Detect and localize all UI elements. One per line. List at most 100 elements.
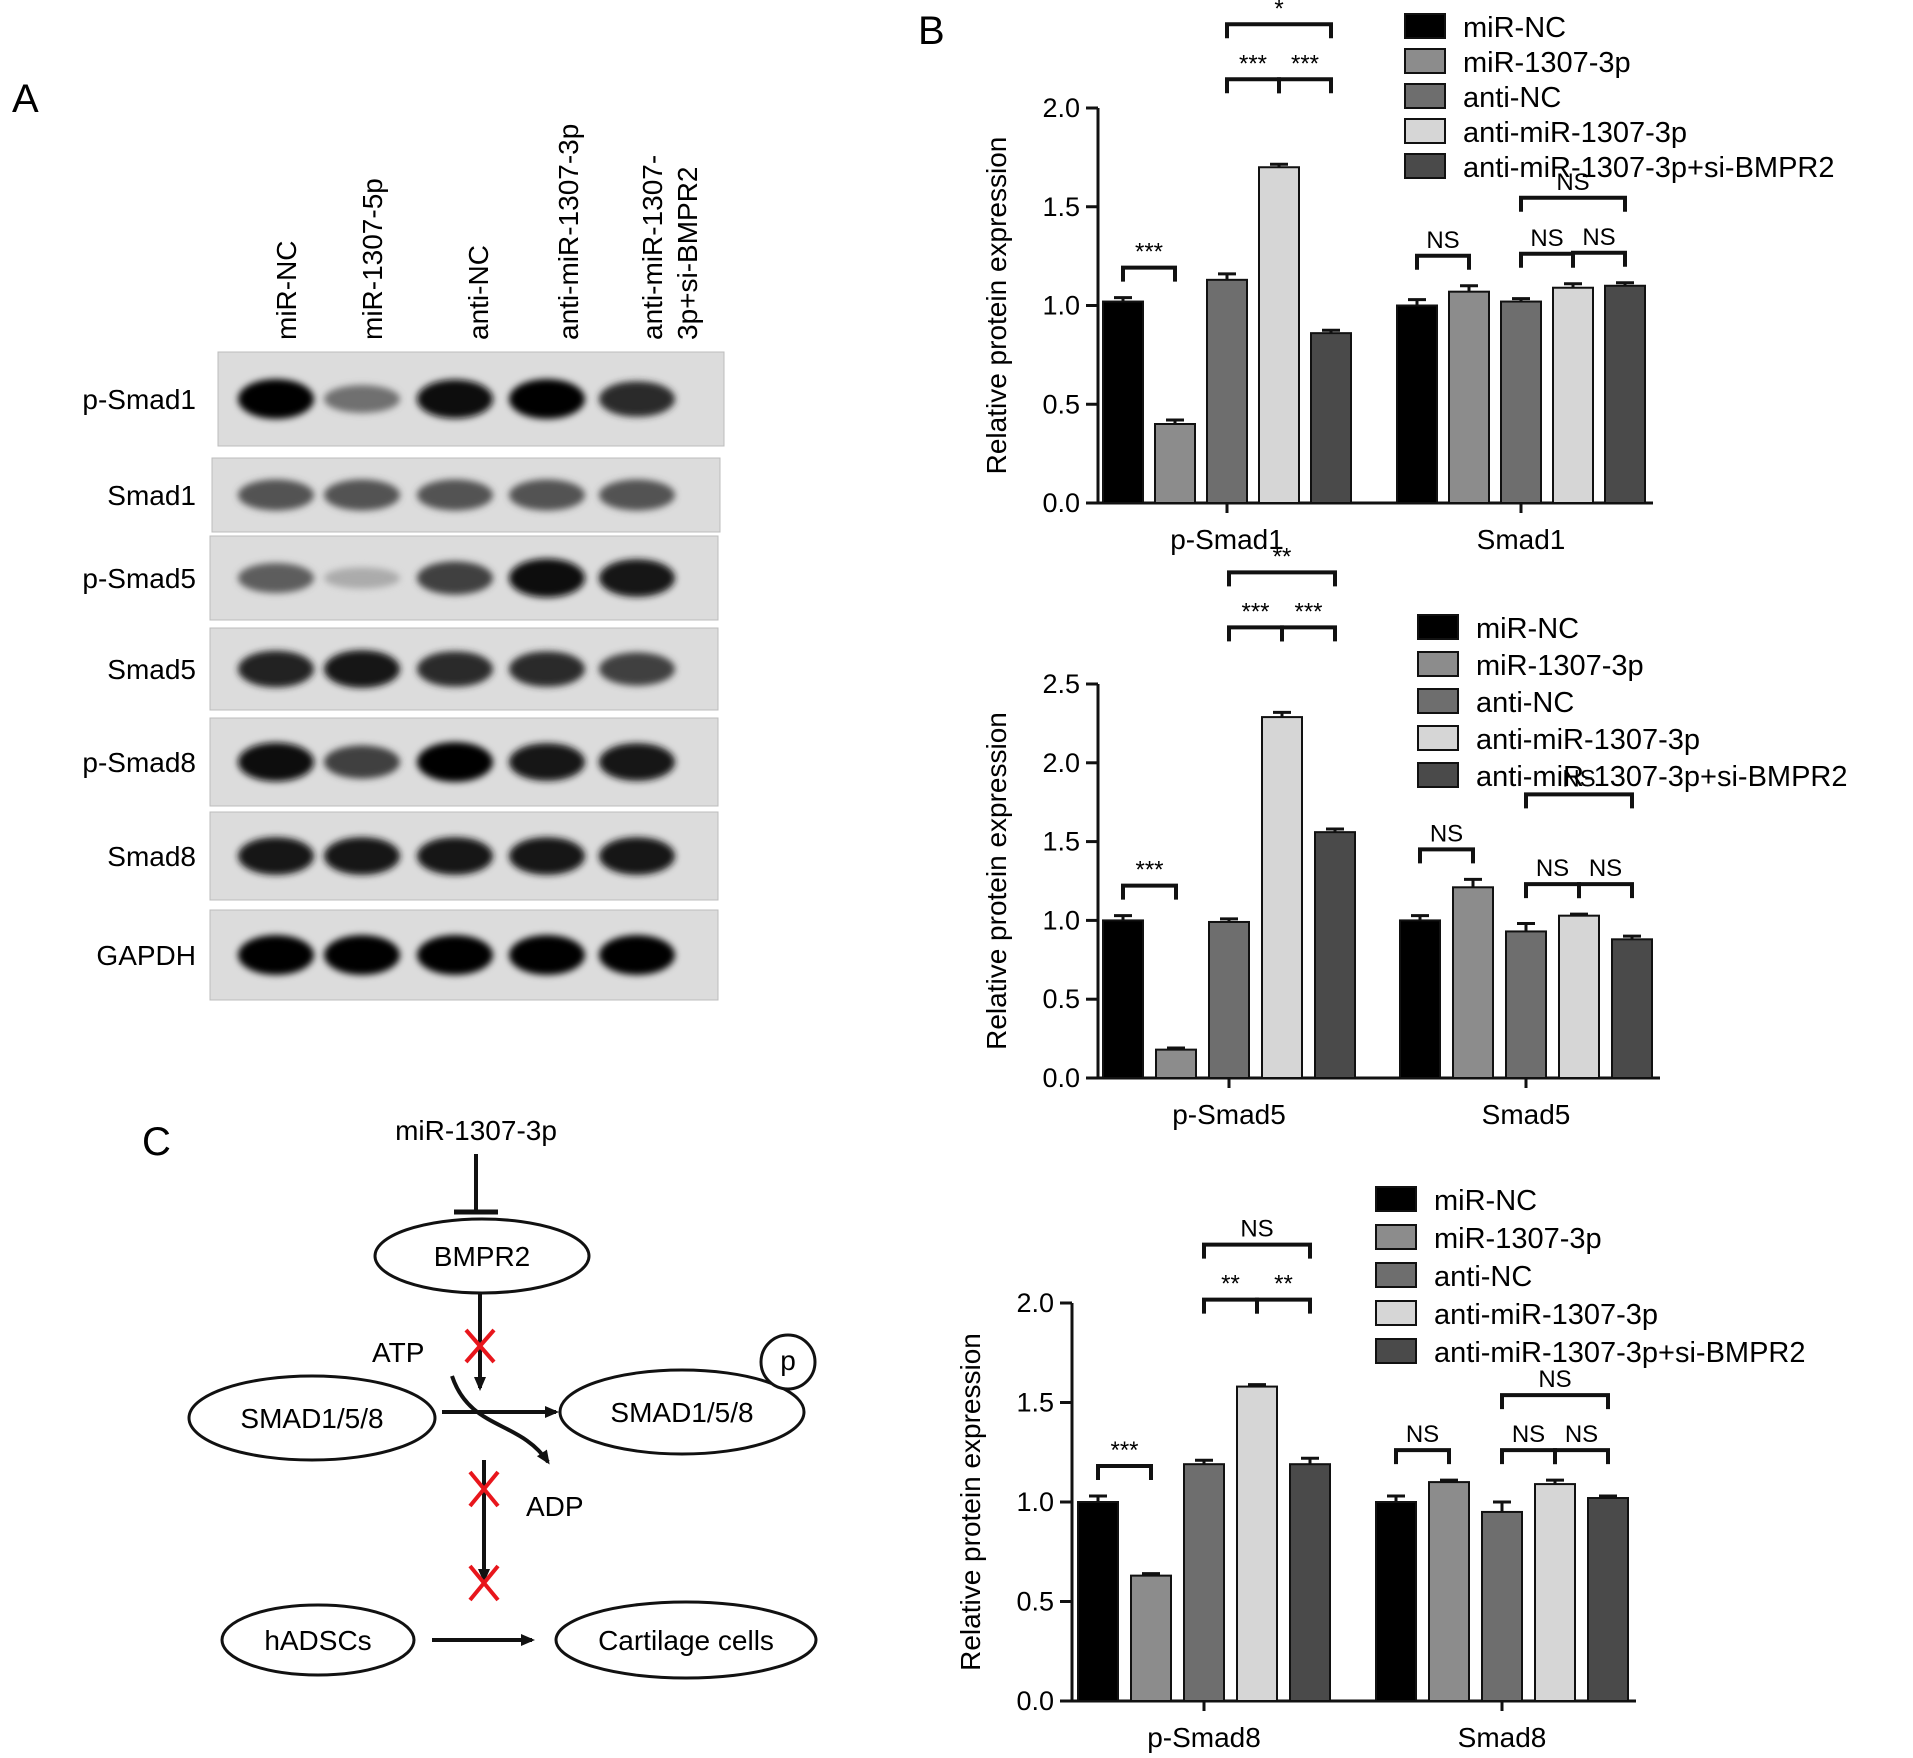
smad-left-node — [187, 1374, 437, 1462]
y-tick-label-1-1-0: 1.0 — [1042, 905, 1080, 935]
band-p-smad1-lane-3 — [417, 379, 493, 419]
bar-p-smad1-mir-nc — [1102, 300, 1144, 504]
x-tick-label-smad5: Smad5 — [1482, 1099, 1571, 1130]
legend-swatch-1-anti-mir-1307-3p — [1417, 725, 1459, 751]
band-smad5-lane-5 — [599, 652, 675, 686]
band-smad5-lane-2 — [324, 650, 400, 688]
y-tick-label-1-0-5: 0.5 — [1042, 984, 1080, 1014]
y-tick-label-1-2-0: 2.0 — [1042, 748, 1080, 778]
bar-smad5-anti-nc — [1505, 930, 1547, 1079]
y-tick-label-0-1-0: 1.0 — [1042, 291, 1080, 321]
phospho-circle — [759, 1333, 817, 1391]
bar-smad1-anti-mir-1307-3p — [1552, 286, 1594, 504]
bar-p-smad5-anti-mir-1307-3p-si-bmpr2 — [1314, 831, 1356, 1079]
sig-bracket-2-3 — [1202, 1242, 1312, 1259]
legend-swatch-0-mir-nc — [1404, 13, 1446, 39]
y-tick-label-2-0-0: 0.0 — [1016, 1686, 1054, 1716]
bar-p-smad8-mir-nc — [1077, 1501, 1119, 1702]
sig-bracket-2-2 — [1255, 1297, 1312, 1314]
sig-label-1-6: NS — [1589, 855, 1622, 882]
bar-smad1-anti-mir-1307-3p-si-bmpr2 — [1604, 284, 1646, 504]
cartilage-node — [554, 1600, 818, 1680]
bar-smad8-anti-nc — [1481, 1510, 1523, 1702]
bar-chart-smad8: 0.0 0.5 1.0 1.5 2.0 Relative protein expressi… — [955, 1185, 1806, 1753]
legend-swatch-2-anti-nc — [1375, 1262, 1417, 1288]
band-smad1-lane-2 — [324, 479, 400, 511]
legend-swatch-0-anti-mir-1307-3p-si-bmpr2 — [1404, 153, 1446, 179]
bar-p-smad1-anti-mir-1307-3p-si-bmpr2 — [1310, 332, 1352, 504]
bar-p-smad8-mir-1307-3p — [1130, 1574, 1172, 1703]
legend-swatch-1-mir-1307-3p — [1417, 651, 1459, 677]
band-smad8-lane-3 — [417, 837, 493, 875]
atp-adp-curve — [450, 1375, 550, 1465]
legend-label-0-anti-nc: anti-NC — [1463, 82, 1561, 114]
bar-smad5-anti-mir-1307-3p — [1558, 914, 1600, 1079]
sig-label-1-7: NS — [1562, 765, 1595, 792]
y-axis-label-0: Relative protein expression — [981, 137, 1012, 475]
bar-smad8-anti-mir-1307-3p — [1534, 1483, 1576, 1702]
legend-swatch-1-anti-mir-1307-3p-si-bmpr2 — [1417, 762, 1459, 788]
sig-label-1-3: ** — [1273, 543, 1292, 570]
y-axis-label-1: Relative protein expression — [981, 712, 1012, 1050]
cartilage-label: Cartilage cells — [598, 1625, 774, 1656]
sig-label-0-2: *** — [1291, 50, 1319, 77]
band-p-smad8-lane-5 — [599, 743, 675, 781]
legend-label-1-mir-nc: miR-NC — [1476, 613, 1579, 645]
smad-left-label: SMAD1/5/8 — [240, 1403, 383, 1434]
smad-right-label: SMAD1/5/8 — [610, 1397, 753, 1428]
hadscs-node — [220, 1603, 416, 1677]
sig-label-2-3: NS — [1240, 1216, 1273, 1243]
sig-label-1-4: NS — [1430, 820, 1463, 847]
sig-bracket-0-1 — [1225, 77, 1281, 94]
x-tick-label-p-smad5: p-Smad5 — [1172, 1099, 1286, 1130]
phospho-label: p — [780, 1345, 796, 1376]
bar-smad8-mir-1307-3p — [1428, 1481, 1470, 1702]
adp-label: ADP — [526, 1491, 584, 1522]
sig-bracket-1-3 — [1227, 570, 1337, 587]
bar-p-smad8-anti-nc — [1183, 1463, 1225, 1702]
y-tick-label-1-2-5: 2.5 — [1042, 669, 1080, 699]
sig-label-0-3: * — [1274, 0, 1283, 22]
sig-label-2-0: *** — [1110, 1437, 1138, 1464]
legend-swatch-2-anti-mir-1307-3p-si-bmpr2 — [1375, 1338, 1417, 1364]
bar-smad1-mir-nc — [1396, 304, 1438, 504]
sig-bracket-1-6 — [1577, 882, 1634, 899]
band-gapdh-lane-4 — [509, 935, 585, 975]
legend-label-0-mir-1307-3p: miR-1307-3p — [1463, 47, 1631, 79]
sig-label-0-5: NS — [1530, 225, 1563, 252]
lane-label-mir-nc: miR-NC — [271, 240, 302, 340]
band-smad1-lane-1 — [238, 479, 314, 511]
atp-label: ATP — [372, 1337, 424, 1368]
sig-bracket-0-5 — [1519, 251, 1575, 268]
bar-p-smad8-anti-mir-1307-3p-si-bmpr2 — [1289, 1463, 1331, 1702]
sig-label-1-5: NS — [1536, 855, 1569, 882]
band-smad5-lane-1 — [238, 650, 314, 688]
band-smad1-lane-4 — [509, 479, 585, 511]
y-tick-label-2-1-0: 1.0 — [1016, 1487, 1054, 1517]
protein-label-smad8: Smad8 — [107, 841, 196, 872]
sig-label-1-0: *** — [1135, 857, 1163, 884]
sig-bracket-1-0 — [1121, 883, 1178, 900]
bar-chart-smad1: 0.0 0.5 1.0 1.5 2.0 Relative protein expressi… — [981, 0, 1835, 555]
lane-label-anti-nc: anti-NC — [463, 245, 494, 340]
band-smad5-lane-4 — [509, 651, 585, 687]
block-cross-3 — [468, 1564, 500, 1602]
bar-p-smad1-anti-nc — [1206, 278, 1248, 505]
bar-smad8-anti-mir-1307-3p-si-bmpr2 — [1587, 1497, 1629, 1703]
band-p-smad8-lane-4 — [509, 743, 585, 781]
sig-label-2-2: ** — [1274, 1271, 1293, 1298]
lane-label-anti-mir-si-line1: anti-miR-1307- — [637, 155, 668, 340]
panel-label-a: A — [12, 77, 39, 121]
sig-bracket-2-0 — [1096, 1464, 1153, 1481]
legend-label-0-mir-nc: miR-NC — [1463, 12, 1566, 44]
panel-label-c: C — [142, 1120, 171, 1164]
smad-right-node — [558, 1368, 806, 1456]
y-tick-label-1-1-5: 1.5 — [1042, 827, 1080, 857]
band-smad1-lane-5 — [599, 479, 675, 511]
sig-label-1-1: *** — [1241, 598, 1269, 625]
legend-label-1-mir-1307-3p: miR-1307-3p — [1476, 650, 1644, 682]
y-tick-label-0-2-0: 2.0 — [1042, 93, 1080, 123]
lane-label-mir-1307-5p: miR-1307-5p — [357, 178, 388, 340]
sig-label-2-1: ** — [1221, 1271, 1240, 1298]
